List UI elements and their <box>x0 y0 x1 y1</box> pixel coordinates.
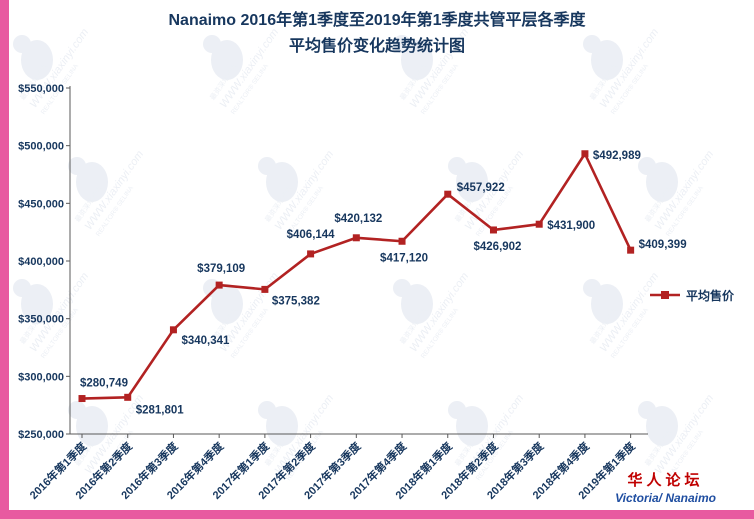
legend: 平均售价 <box>650 288 735 303</box>
chart-title: Nanaimo 2016年第1季度至2019年第1季度共管平层各季度 平均售价变… <box>20 8 734 59</box>
svg-text:$281,801: $281,801 <box>136 404 185 416</box>
bottom-accent-strip <box>0 510 754 519</box>
data-point-marker <box>307 250 315 258</box>
svg-text:平均售价: 平均售价 <box>686 288 735 303</box>
svg-text:$550,000: $550,000 <box>18 83 64 95</box>
svg-text:$417,120: $417,120 <box>380 252 428 264</box>
footer-forum-name: 华人论坛 <box>627 472 704 490</box>
data-point-marker <box>169 326 177 334</box>
svg-text:$409,399: $409,399 <box>639 239 687 251</box>
chart-title-line1: Nanaimo 2016年第1季度至2019年第1季度共管平层各季度 <box>168 12 586 29</box>
data-point-marker <box>215 281 223 289</box>
series-markers <box>78 150 635 403</box>
left-accent-strip <box>0 0 9 519</box>
svg-text:$450,000: $450,000 <box>18 198 64 210</box>
series-line <box>80 152 632 400</box>
svg-text:$431,900: $431,900 <box>547 220 595 232</box>
svg-text:$492,989: $492,989 <box>593 150 641 162</box>
data-point-marker <box>352 234 360 242</box>
svg-text:$300,000: $300,000 <box>18 371 64 383</box>
footer-signature: 华人论坛 Victoria/ Nanaimo <box>615 472 716 506</box>
data-point-marker <box>444 190 452 198</box>
svg-text:$375,382: $375,382 <box>272 295 320 307</box>
data-labels: $280,749 $281,801 $340,341 $379,109 $375,382… <box>80 150 687 417</box>
data-point-marker <box>535 220 543 228</box>
data-point-marker <box>78 395 86 403</box>
data-point-marker <box>627 246 635 254</box>
data-point-marker <box>261 285 269 293</box>
svg-text:$457,922: $457,922 <box>457 182 505 194</box>
svg-text:$426,902: $426,902 <box>473 241 521 253</box>
svg-text:$250,000: $250,000 <box>18 429 64 441</box>
y-axis: $250,000 $300,000 $350,000 $400,000 $450,000… <box>18 83 648 441</box>
svg-text:$420,132: $420,132 <box>334 213 382 225</box>
data-point-marker <box>124 393 132 401</box>
data-point-marker <box>581 150 589 158</box>
svg-text:$350,000: $350,000 <box>18 314 64 326</box>
chart-title-line2: 平均售价变化趋势统计图 <box>288 37 465 55</box>
svg-text:$280,749: $280,749 <box>80 378 128 390</box>
data-point-marker <box>489 226 497 234</box>
svg-text:$400,000: $400,000 <box>18 256 64 268</box>
svg-text:$340,341: $340,341 <box>181 335 230 347</box>
data-point-marker <box>398 237 406 245</box>
footer-location: Victoria/ Nanaimo <box>615 491 716 505</box>
svg-text:$406,144: $406,144 <box>287 229 336 241</box>
svg-text:$379,109: $379,109 <box>197 263 245 275</box>
svg-text:$500,000: $500,000 <box>18 141 64 153</box>
